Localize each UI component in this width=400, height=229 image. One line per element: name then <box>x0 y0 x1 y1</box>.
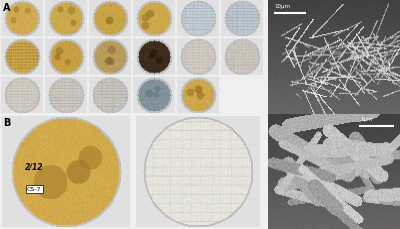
Text: 10μm: 10μm <box>275 4 290 9</box>
Text: A: A <box>3 3 10 13</box>
Text: CS-7: CS-7 <box>27 186 42 191</box>
Text: B: B <box>3 118 10 128</box>
Text: 1μm: 1μm <box>360 116 373 121</box>
Text: 2/12: 2/12 <box>25 161 44 171</box>
